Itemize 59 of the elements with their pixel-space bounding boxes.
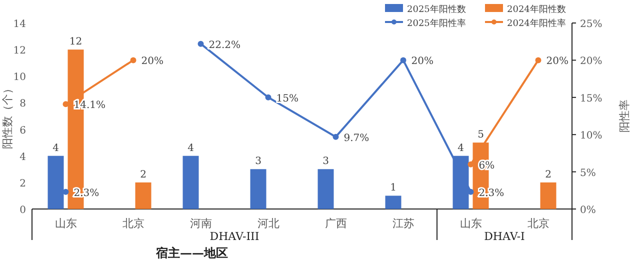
text: DHAV-I	[484, 230, 525, 243]
y-axis-title: 阳性数（个）	[1, 83, 14, 149]
y-tick-label: 6	[20, 125, 26, 136]
data-label: 20%	[411, 56, 434, 68]
point	[400, 57, 406, 64]
data-label: 2	[140, 169, 146, 180]
data-label: 15%	[276, 93, 298, 104]
data-label: 3	[255, 156, 262, 168]
y-tick-label: 4	[20, 152, 26, 163]
x-tick-label: 北京	[122, 217, 144, 230]
x-tick-label: 山东	[460, 217, 482, 230]
bar	[385, 196, 402, 209]
x-tick-label: 河南	[190, 217, 212, 230]
bar	[540, 182, 556, 209]
y2-tick-label: 5%	[580, 168, 596, 179]
legend-label: 2025年阳性数	[407, 4, 466, 15]
data-label: 3	[322, 156, 329, 168]
data-label: 4	[52, 142, 59, 154]
y-tick-label: 0	[20, 205, 26, 216]
y2-tick-label: 20%	[580, 56, 602, 68]
legend-label: 2025年阳性率	[407, 18, 466, 29]
y-tick-label: 14	[13, 19, 26, 30]
y2-tick-label: 15%	[580, 93, 602, 104]
y-tick-label: 8	[20, 98, 26, 110]
y2-tick-label: 25%	[580, 19, 602, 30]
bar	[250, 169, 266, 209]
y-tick-label: 12	[13, 46, 26, 57]
text: DHAV-III	[210, 230, 260, 243]
x-tick-label: 河北	[257, 217, 280, 230]
x-tick-label: 山东	[54, 217, 77, 230]
y2-tick-label: 10%	[580, 130, 602, 142]
point	[198, 40, 204, 47]
bar	[135, 182, 152, 209]
data-label: 20%	[546, 56, 568, 68]
point	[265, 94, 272, 100]
data-label: 4	[458, 142, 464, 154]
x-tick-label: 广西	[324, 217, 347, 230]
y-tick-label: 10	[13, 72, 26, 84]
x-axis-title: 宿主——地区	[155, 246, 228, 260]
data-label: 22.2%	[208, 40, 241, 51]
legend-label: 2024年阳性率	[507, 18, 566, 29]
y2-axis-title: 阳性率	[618, 100, 631, 132]
bar	[182, 156, 199, 209]
data-label: 5	[478, 130, 484, 141]
data-label: 9.7%	[344, 132, 370, 144]
x-tick-label: 北京	[527, 217, 550, 230]
point	[130, 57, 136, 64]
point	[332, 134, 339, 140]
data-label: 4	[188, 142, 194, 154]
data-label: 12	[69, 36, 82, 48]
point	[535, 57, 542, 64]
y-tick-label: 2	[20, 178, 26, 190]
data-label: 1	[390, 182, 396, 194]
legend-label: 2024年阳性数	[507, 4, 566, 15]
data-label: 20%	[141, 56, 164, 68]
x-tick-label: 江苏	[392, 217, 414, 230]
data-label: 2	[545, 169, 552, 180]
bar	[318, 169, 334, 209]
y2-tick-label: 0%	[580, 205, 596, 216]
